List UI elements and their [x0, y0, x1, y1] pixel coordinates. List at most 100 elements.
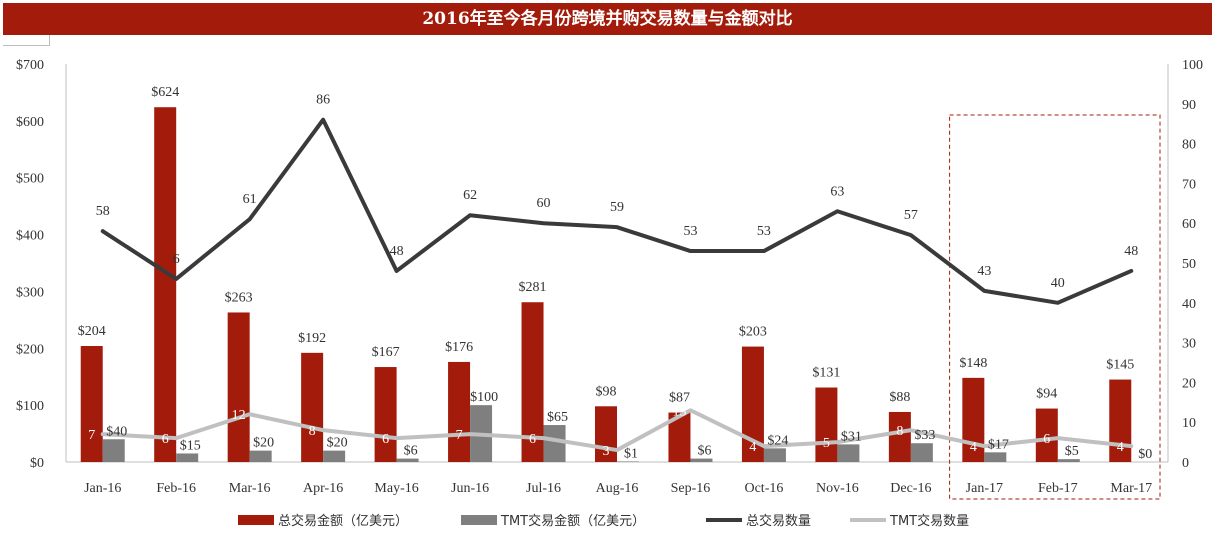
point-total-count [1056, 301, 1060, 305]
y-right-tick-label: 30 [1182, 337, 1196, 352]
data-label-total-amount: $98 [596, 384, 617, 399]
x-tick-label: Jun-16 [451, 481, 489, 496]
bar-tmt-amount [249, 450, 272, 462]
point-total-count [395, 269, 399, 273]
bar-total-amount [521, 302, 544, 462]
point-total-count [615, 225, 619, 229]
data-label-tmt-count: 4 [1117, 440, 1124, 455]
data-label-tmt-amount: $24 [767, 433, 788, 448]
data-label-total-count: 53 [757, 224, 771, 239]
legend-label: TMT交易数量 [889, 513, 969, 529]
data-label-tmt-amount: $17 [988, 437, 1009, 452]
point-total-count [982, 289, 986, 293]
data-label-tmt-count: 6 [382, 432, 389, 447]
data-label-tmt-count: 6 [1043, 432, 1050, 447]
y-left-tick-label: $100 [16, 399, 44, 414]
legend-swatch [238, 515, 274, 525]
bar-tmt-amount [837, 444, 860, 462]
bar-tmt-amount [543, 425, 566, 462]
legend-label: TMT交易金额（亿美元） [500, 513, 645, 529]
data-label-tmt-amount: $31 [841, 429, 862, 444]
data-label-tmt-amount: $15 [180, 438, 201, 453]
point-total-count [688, 249, 692, 253]
bar-total-amount [888, 411, 911, 462]
y-right-tick-label: 90 [1182, 98, 1196, 113]
y-right-tick-label: 100 [1182, 58, 1203, 73]
x-tick-label: Nov-16 [816, 481, 859, 496]
x-tick-label: May-16 [374, 481, 418, 496]
chart-title: 2016年至今各月份跨境并购交易数量与金额对比 [3, 3, 1212, 35]
y-right-tick-label: 60 [1182, 217, 1196, 232]
chart-axes: $0 $100 $200 $300 $400 $500 $600 $700 0 10 20 30 40 5… [16, 58, 1203, 500]
point-tmt-count [615, 448, 619, 452]
x-tick-label: Oct-16 [744, 481, 783, 496]
bar-total-amount [301, 352, 324, 462]
data-label-tmt-amount: $33 [914, 428, 935, 443]
data-label-total-amount: $281 [519, 280, 547, 295]
bar-tmt-amount [690, 458, 713, 462]
corner-decoration [3, 35, 50, 46]
point-tmt-count [542, 436, 546, 440]
point-tmt-count [762, 444, 766, 448]
data-label-tmt-amount: $5 [1065, 444, 1079, 459]
legend-label: 总交易金额（亿美元） [278, 513, 408, 529]
bar-tmt-amount [617, 461, 639, 462]
data-label-total-count: 6 [173, 252, 180, 267]
x-tick-label: Jul-16 [526, 481, 561, 496]
y-left-tick-label: $700 [16, 58, 44, 73]
bar-total-amount [448, 361, 471, 462]
legend-swatch [461, 515, 497, 525]
point-tmt-count [688, 408, 692, 412]
data-label-total-count: 63 [830, 184, 844, 199]
data-label-total-count: 43 [977, 264, 991, 279]
point-total-count [248, 217, 252, 221]
bar-tmt-amount [763, 448, 786, 462]
data-label-total-amount: $203 [739, 325, 767, 340]
point-total-count [762, 249, 766, 253]
point-tmt-count [395, 436, 399, 440]
y-right-tick-label: 10 [1182, 416, 1196, 431]
data-label-total-amount: $167 [372, 345, 400, 360]
bar-total-amount [227, 312, 250, 462]
x-tick-label: Jan-17 [966, 481, 1003, 496]
point-total-count [835, 209, 839, 213]
y-left-tick-label: $300 [16, 285, 44, 300]
data-label-total-amount: $263 [225, 290, 253, 305]
point-total-count [321, 118, 325, 122]
point-tmt-count [174, 436, 178, 440]
point-tmt-count [321, 428, 325, 432]
data-label-tmt-amount: $100 [470, 390, 498, 405]
data-label-total-amount: $94 [1036, 387, 1057, 402]
data-label-total-amount: $204 [78, 324, 106, 339]
data-label-tmt-amount: $6 [404, 444, 418, 459]
bar-tmt-amount [984, 452, 1007, 462]
y-right-tick-label: 0 [1182, 456, 1189, 471]
bar-total-amount [80, 346, 103, 462]
data-label-total-amount: $145 [1106, 358, 1134, 373]
x-tick-label: Dec-16 [890, 481, 931, 496]
data-label-total-count: 61 [243, 192, 257, 207]
data-label-tmt-amount: $6 [697, 444, 711, 459]
y-left-tick-label: $600 [16, 115, 44, 130]
data-label-tmt-count: 7 [456, 428, 463, 443]
data-label-tmt-count: 4 [749, 440, 756, 455]
data-label-total-amount: $624 [151, 85, 179, 100]
x-tick-label: Feb-17 [1038, 481, 1078, 496]
y-right-tick-label: 70 [1182, 177, 1196, 192]
x-tick-label: Mar-16 [229, 481, 271, 496]
y-left-tick-label: $500 [16, 172, 44, 187]
point-tmt-count [1129, 444, 1133, 448]
data-label-total-count: 48 [390, 244, 404, 259]
point-tmt-count [835, 440, 839, 444]
bar-total-amount [374, 367, 397, 462]
y-right-tick-label: 80 [1182, 138, 1196, 153]
bar-total-amount [668, 412, 691, 462]
data-label-tmt-count: 3 [603, 444, 610, 459]
data-label-tmt-count: 12 [232, 408, 246, 423]
y-left-tick-label: $0 [30, 456, 44, 471]
x-tick-label: Sep-16 [671, 481, 711, 496]
data-label-tmt-count: 13 [672, 404, 686, 419]
data-label-tmt-count: 8 [896, 424, 903, 439]
point-total-count [174, 277, 178, 281]
